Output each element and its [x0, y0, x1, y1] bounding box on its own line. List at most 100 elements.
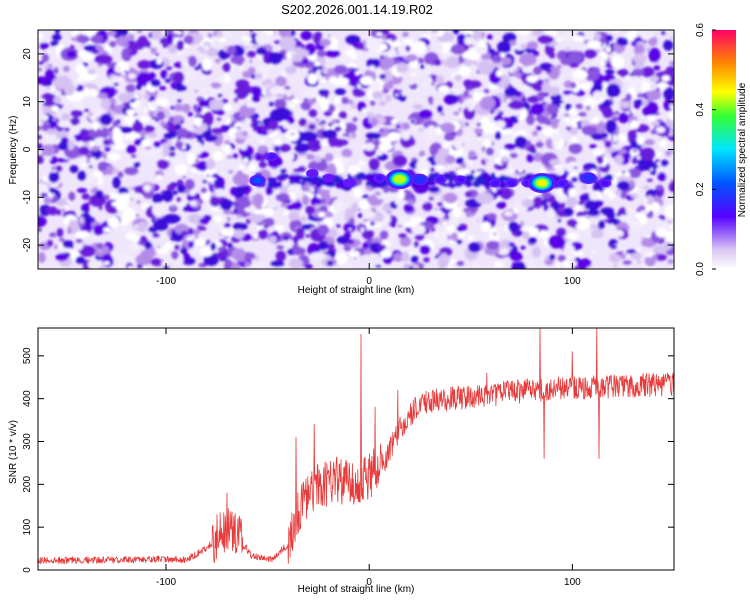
noise-blob	[408, 83, 418, 90]
noise-blob	[61, 113, 71, 122]
noise-blob	[47, 239, 53, 247]
noise-blob	[497, 248, 510, 256]
noise-blob	[584, 31, 595, 41]
noise-blob	[38, 228, 42, 232]
noise-blob	[418, 109, 433, 120]
band-blob	[315, 179, 325, 184]
line-plot-frame	[37, 327, 675, 571]
noise-blob	[406, 98, 413, 103]
noise-blob	[548, 235, 566, 249]
noise-blob	[631, 157, 639, 165]
noise-blob	[450, 91, 454, 95]
noise-blob	[216, 117, 222, 121]
noise-blob	[255, 31, 270, 46]
noise-blob	[267, 129, 274, 134]
noise-blob	[565, 161, 581, 174]
noise-blob	[304, 205, 316, 215]
noise-blob	[168, 154, 183, 167]
noise-blob	[229, 162, 234, 165]
noise-blob	[220, 227, 234, 237]
noise-blob	[418, 150, 426, 157]
noise-blob	[512, 262, 517, 265]
noise-blob	[565, 47, 570, 52]
noise-blob	[310, 197, 322, 207]
noise-blob	[38, 51, 43, 58]
noise-blob	[546, 68, 552, 73]
signal-peak-core	[325, 175, 333, 181]
noise-blob	[325, 211, 333, 218]
noise-blob	[206, 48, 220, 57]
noise-blob	[224, 87, 229, 92]
noise-blob	[597, 114, 603, 118]
noise-blob	[636, 93, 646, 98]
noise-blob	[327, 37, 339, 48]
noise-blob	[315, 118, 319, 122]
noise-blob	[387, 131, 401, 142]
noise-blob	[550, 118, 559, 130]
noise-blob	[90, 34, 104, 44]
noise-blob	[632, 68, 644, 77]
noise-blob	[513, 208, 519, 214]
noise-blob	[174, 164, 188, 175]
signal-peak-core	[585, 175, 593, 181]
noise-blob	[335, 119, 341, 124]
noise-blob	[244, 192, 250, 196]
noise-blob	[428, 186, 440, 193]
noise-blob	[396, 62, 409, 74]
signal-peak-core	[268, 154, 276, 160]
noise-blob	[461, 135, 473, 142]
noise-blob	[606, 209, 616, 220]
noise-blob	[335, 252, 348, 265]
noise-blob	[378, 142, 393, 151]
noise-blob	[627, 86, 637, 95]
noise-blob	[655, 185, 663, 191]
noise-blob	[253, 262, 265, 269]
noise-blob	[430, 249, 440, 254]
band-blob	[570, 176, 578, 182]
noise-blob	[611, 55, 625, 69]
noise-blob	[181, 103, 191, 113]
noise-blob	[287, 183, 301, 195]
noise-blob	[87, 69, 97, 75]
noise-blob	[457, 34, 466, 42]
noise-blob	[556, 37, 562, 42]
noise-blob	[382, 203, 392, 213]
noise-blob	[576, 211, 586, 218]
signal-peak-core	[345, 180, 353, 186]
noise-blob	[625, 93, 632, 101]
noise-blob	[639, 205, 646, 211]
noise-blob	[236, 214, 242, 220]
noise-blob	[520, 173, 524, 178]
noise-blob	[78, 146, 89, 155]
noise-blob	[396, 124, 401, 129]
noise-blob	[133, 94, 140, 99]
noise-blob	[107, 216, 120, 229]
noise-blob	[183, 35, 194, 45]
noise-blob	[200, 74, 208, 80]
noise-blob	[134, 105, 142, 113]
noise-blob	[48, 206, 58, 216]
noise-blob	[636, 259, 642, 265]
x-tick-label: 100	[564, 276, 581, 287]
colorbar-label: Normalized spectral amplitude	[737, 82, 748, 217]
noise-blob	[574, 266, 579, 269]
noise-blob	[193, 117, 203, 127]
noise-blob	[438, 147, 450, 154]
noise-blob	[452, 30, 460, 35]
noise-blob	[211, 128, 224, 134]
noise-blob	[416, 159, 431, 173]
noise-blob	[168, 146, 176, 151]
noise-blob	[227, 242, 233, 248]
noise-blob	[669, 36, 673, 40]
noise-blob	[180, 120, 184, 124]
noise-blob	[599, 61, 605, 66]
noise-blob	[122, 71, 126, 77]
noise-blob	[350, 102, 357, 110]
noise-blob	[252, 193, 264, 207]
noise-blob	[136, 199, 141, 205]
noise-blob	[51, 105, 59, 112]
noise-blob	[522, 231, 530, 240]
noise-blob	[642, 185, 650, 190]
noise-blob	[482, 139, 492, 148]
signal-peak-core	[601, 180, 609, 186]
